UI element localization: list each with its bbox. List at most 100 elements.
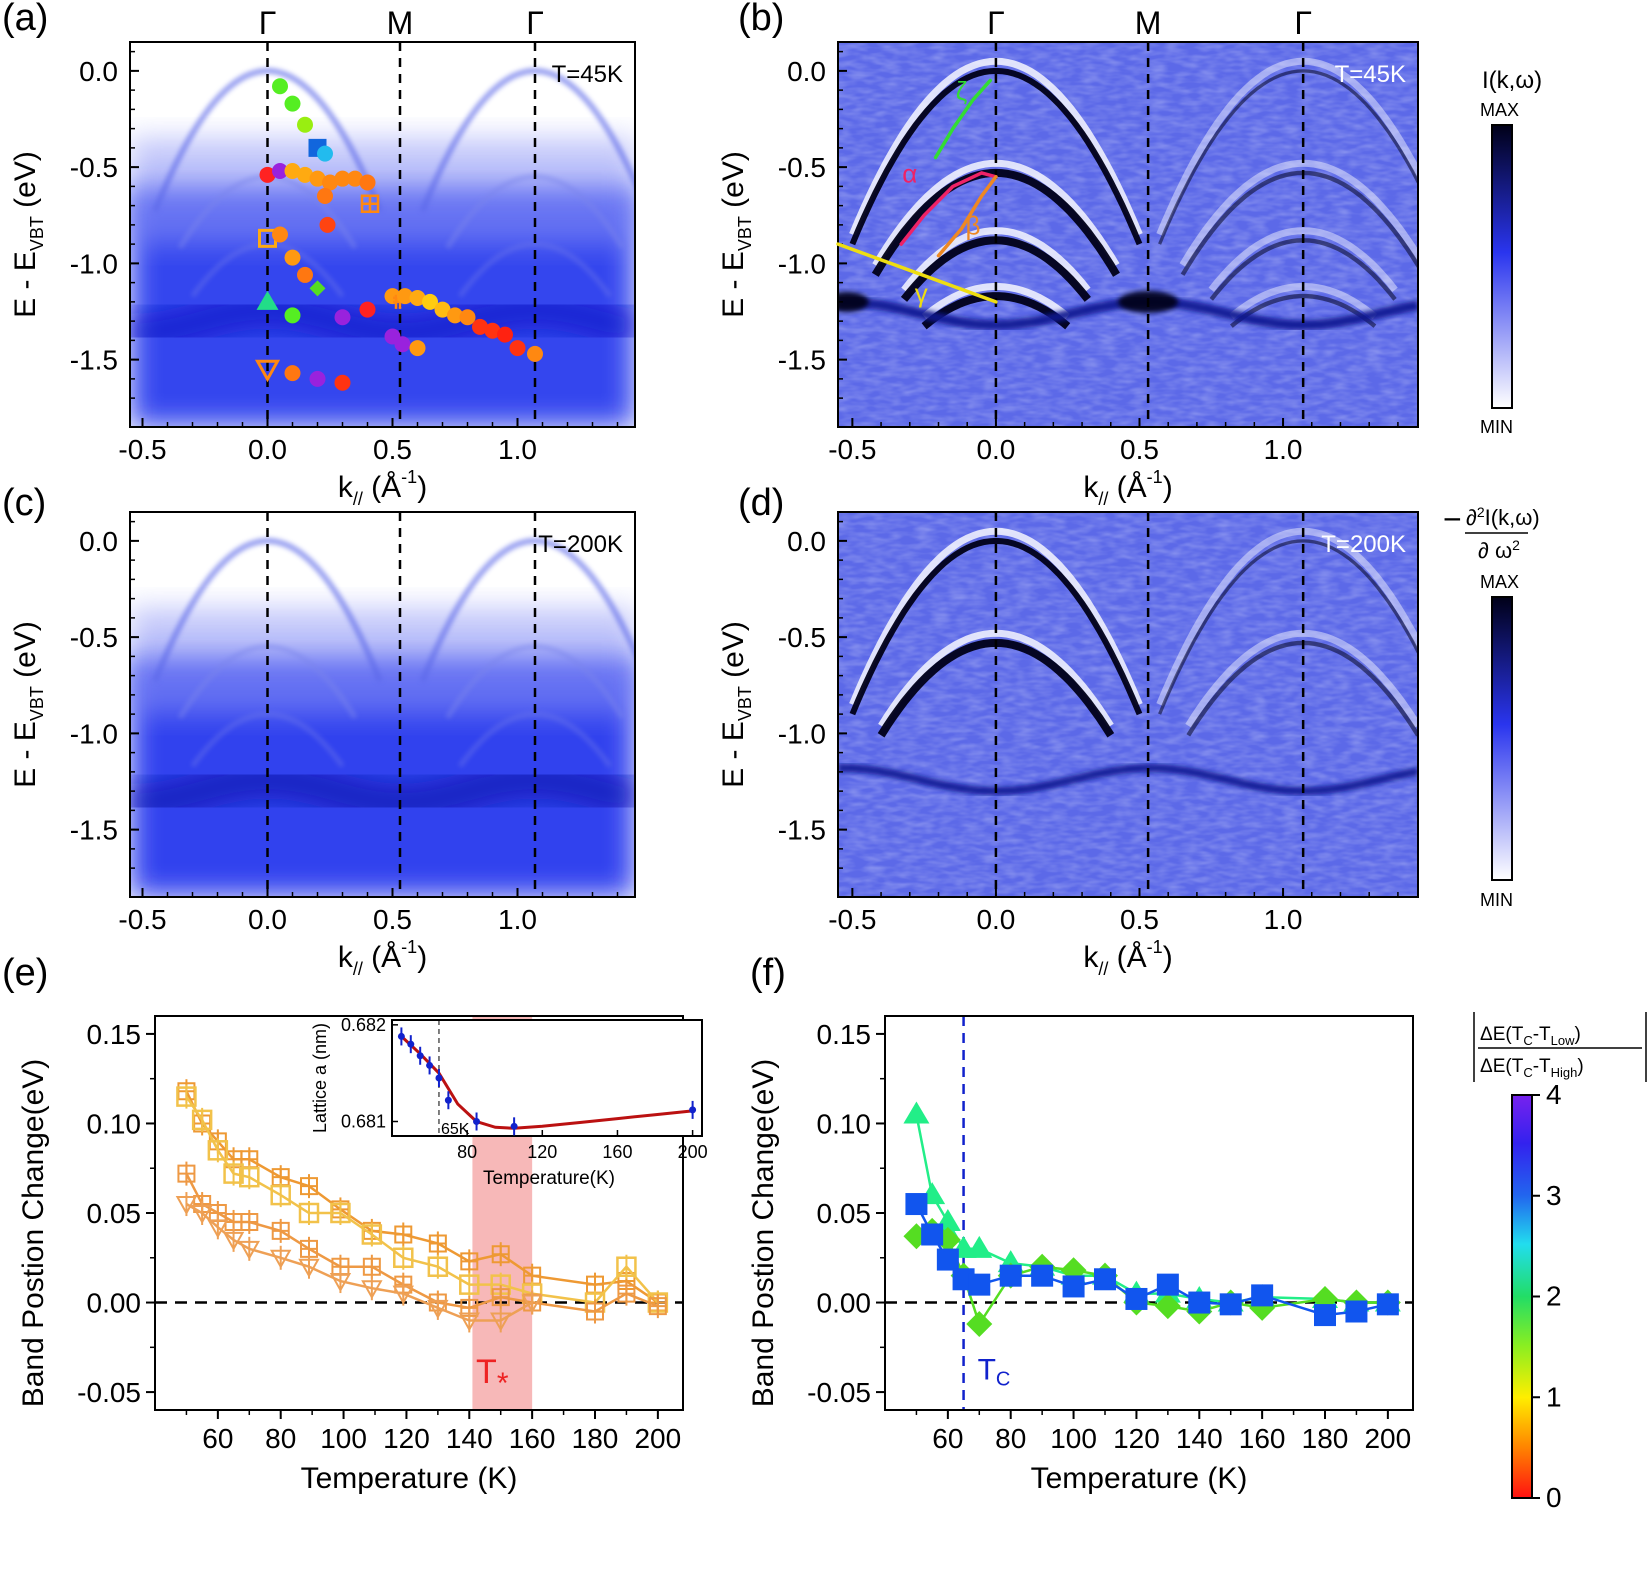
- series-point-open-square-yellow-11: [459, 1274, 480, 1295]
- heatmap-mid-glow: [130, 608, 635, 715]
- x-tick-label-3: 120: [383, 1423, 430, 1454]
- band-marker-12: [347, 170, 363, 187]
- series-point-square-12: [1219, 1293, 1242, 1316]
- series-point-plus-square-11: [460, 1252, 479, 1271]
- y-tick-label-2: -1.0: [778, 718, 826, 749]
- y-tick-label-1: 0.10: [87, 1108, 142, 1139]
- heatmap-a-image: [130, 42, 635, 427]
- series-point-open-triangle-down-10: [427, 1299, 449, 1319]
- band-marker-36: [497, 326, 513, 343]
- y-axis-label-sub: VBT: [735, 216, 755, 251]
- tc-label-main: T: [978, 1354, 996, 1387]
- x-tick-label-2: 0.5: [1120, 904, 1159, 935]
- band-marker-43: [284, 365, 301, 382]
- panel-d-axes: -0.5 0.0 0.5 1.0 0.0 -0.5 -1.0 -1.5 k// (Å-1) E -…: [717, 511, 1419, 979]
- y-tick-label-2: -1.0: [70, 248, 118, 279]
- panel-label-d: (d): [738, 482, 784, 524]
- panel-e-axes: T* 60 80 100 120 140 160 180 200 0.15 0.10 0.05 0.00…: [17, 1015, 708, 1495]
- band-marker-8: [297, 166, 313, 183]
- curvature-band-0-3: [921, 292, 1071, 330]
- series-point-square-2: [936, 1248, 959, 1271]
- series-point-square-13: [1251, 1284, 1274, 1307]
- inset-65k-label: 65K: [441, 1121, 470, 1138]
- heatmap-band-top-1: [419, 67, 635, 213]
- inset-fit-curve: [400, 1035, 693, 1130]
- inset-point-2: [416, 1052, 424, 1060]
- x-tick-label-0: -0.5: [118, 904, 166, 935]
- colorbar-ratio: ΔE(TC-TLow) ΔE(TC-THigh) 4 3 2 1 0: [1473, 1012, 1647, 1513]
- band-curve-ζ: [933, 78, 992, 160]
- y-axis-label: Band Postion Change(eV): [17, 1059, 50, 1408]
- heatmap-band-top-1: [419, 537, 635, 683]
- band-label-0: ζ: [956, 76, 967, 106]
- band-marker-14: [317, 188, 333, 204]
- x-tick-label-2: 100: [320, 1423, 367, 1454]
- series-point-triangle-0: [903, 1101, 930, 1124]
- band-marker-0: [272, 78, 288, 95]
- inset-x-tick-label-0: 80: [457, 1142, 477, 1162]
- x-axis-label-unit: (Å: [363, 941, 401, 974]
- y-tick-label-1: -0.5: [70, 152, 118, 183]
- series-point-square-6: [1031, 1264, 1054, 1287]
- x-axis-label: Temperature (K): [301, 1462, 518, 1495]
- series-point-open-triangle-down-8: [361, 1280, 383, 1300]
- plot-frame: [837, 511, 1419, 898]
- band-marker-44: [309, 370, 326, 387]
- symmetry-label-1: M: [387, 5, 414, 41]
- x-axis-label-close: ): [1163, 941, 1173, 974]
- x-tick-label-2: 0.5: [373, 434, 412, 465]
- curvature-band-1-0: [1158, 69, 1418, 245]
- series-point-open-triangle-down-13: [521, 1294, 543, 1314]
- band-label-1: α: [902, 159, 917, 189]
- plot-frame: [837, 41, 1419, 428]
- y-tick-label-1: -0.5: [70, 622, 118, 653]
- series-point-open-square-yellow-15: [616, 1256, 637, 1277]
- symmetry-label-1: M: [1135, 5, 1162, 41]
- x-tick-label-2: 0.5: [373, 904, 412, 935]
- y-axis-label: Band Postion Change(eV): [747, 1059, 780, 1408]
- y-tick-label-2: -1.0: [778, 248, 826, 279]
- y-axis-label-unit: (eV): [9, 151, 42, 216]
- series-point-open-triangle-down-11: [458, 1312, 480, 1332]
- inset-x-tick-label-3: 200: [678, 1142, 708, 1162]
- x-axis-label-sup: -1: [1147, 937, 1163, 957]
- heatmap-band-third-1: [457, 711, 613, 768]
- panel-label-b: (b): [738, 0, 784, 39]
- series-point-open-triangle-down-4: [238, 1240, 260, 1260]
- y-tick-label-0: 0.0: [787, 56, 826, 87]
- x-axis-label-sub: //: [353, 489, 363, 509]
- x-axis-label-sup: -1: [401, 467, 417, 487]
- y-axis-label-main: E - E: [717, 251, 750, 318]
- band-marker-11: [334, 170, 351, 187]
- x-axis-label: k// (Å-1): [338, 937, 427, 979]
- y-tick-label-0: 0.15: [817, 1019, 872, 1050]
- curvature-halo-0-1: [878, 629, 1114, 728]
- colorbar-curvature-max: MAX: [1480, 572, 1519, 592]
- heatmap-mid-glow: [130, 138, 635, 245]
- inset-y-tick-label-0: 0.682: [341, 1015, 386, 1035]
- band-marker-18: [272, 226, 288, 243]
- curvature-halo-0-1: [872, 159, 1120, 267]
- panel-c-axes: -0.5 0.0 0.5 1.0 0.0 -0.5 -1.0 -1.5 k// (Å-1) E -…: [9, 511, 636, 979]
- x-tick-label-3: 1.0: [1264, 904, 1303, 935]
- series-point-square-1: [921, 1223, 944, 1246]
- x-tick-label-7: 200: [1364, 1423, 1411, 1454]
- x-tick-label-3: 120: [1113, 1423, 1160, 1454]
- series-point-plus-square-6: [300, 1177, 318, 1196]
- colorbar-intensity-min: MIN: [1480, 417, 1513, 437]
- band-marker-19: [284, 249, 301, 266]
- y-tick-label-4: -0.05: [77, 1377, 141, 1408]
- colorbar-intensity-max: MAX: [1480, 100, 1519, 120]
- band-marker-13: [359, 174, 376, 191]
- colorbar-curvature-prefix: −: [1443, 501, 1462, 537]
- heatmap-band-third-1: [457, 241, 613, 298]
- x-tick-label-0: 60: [202, 1423, 233, 1454]
- y-tick-label-2: -1.0: [70, 718, 118, 749]
- x-tick-label-4: 140: [1176, 1423, 1223, 1454]
- series-point-open-square-yellow-8: [361, 1224, 383, 1245]
- band-marker-15: [319, 216, 336, 233]
- curvature-band-0-0: [849, 537, 1143, 716]
- ratio-tick-label-2: 2: [1546, 1281, 1562, 1312]
- series-point-plus-square-10: [428, 1234, 447, 1253]
